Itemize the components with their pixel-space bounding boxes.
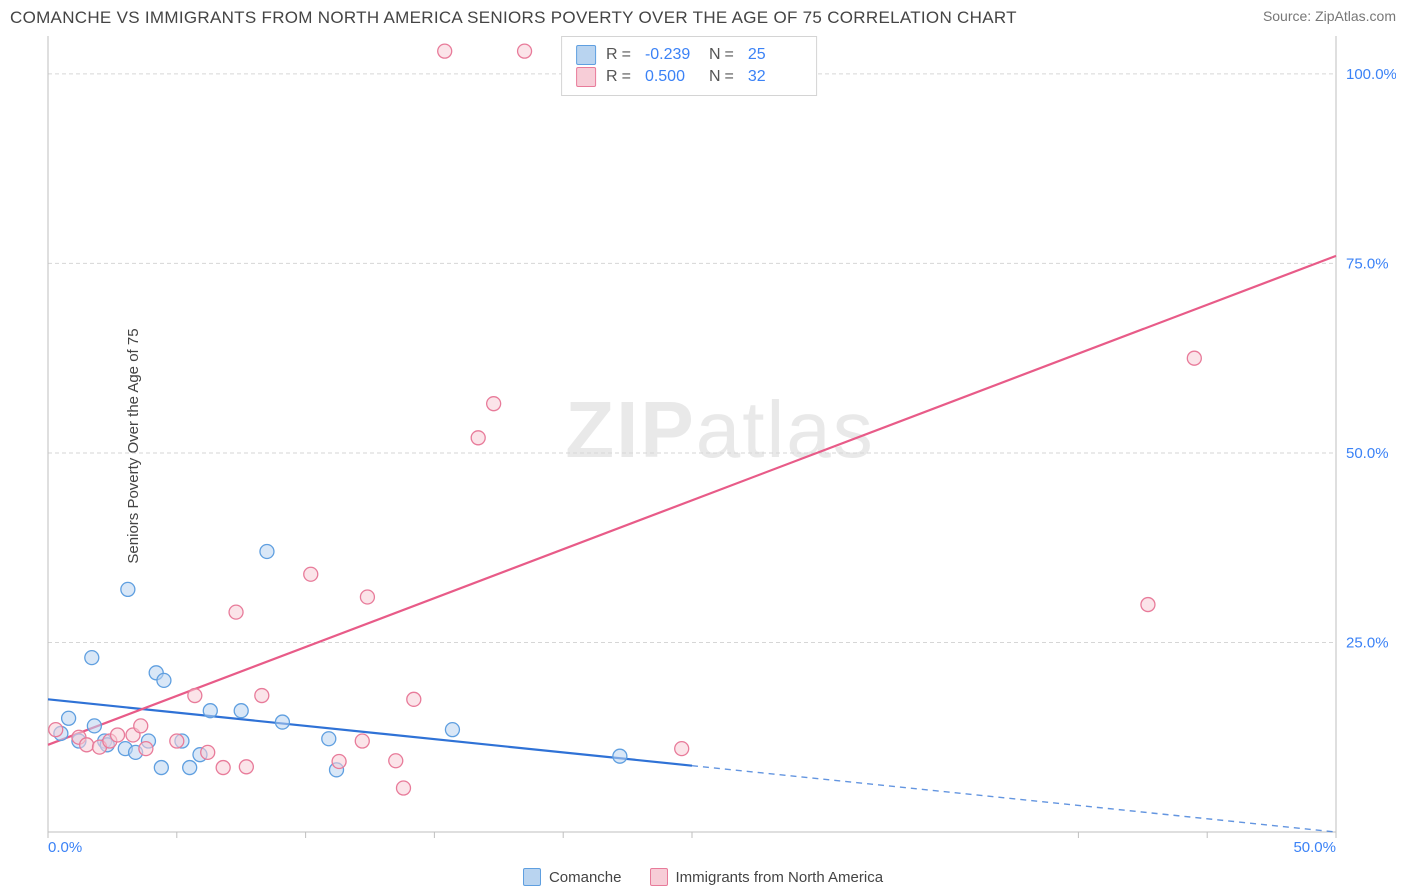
svg-text:0.0%: 0.0% bbox=[48, 839, 82, 856]
svg-text:25.0%: 25.0% bbox=[1346, 634, 1389, 651]
scatter-plot: 25.0% 50.0% 75.0% 100.0% 0.0% 50.0% bbox=[44, 36, 1396, 856]
legend-label: Comanche bbox=[549, 869, 622, 886]
svg-text:50.0%: 50.0% bbox=[1293, 839, 1336, 856]
svg-text:75.0%: 75.0% bbox=[1346, 255, 1389, 272]
svg-text:100.0%: 100.0% bbox=[1346, 66, 1396, 83]
legend-swatch-immigrants bbox=[650, 868, 668, 886]
legend-swatch-comanche bbox=[523, 868, 541, 886]
stats-swatch-immigrants bbox=[576, 67, 596, 87]
legend-label: Immigrants from North America bbox=[676, 869, 884, 886]
source-value: ZipAtlas.com bbox=[1315, 6, 1396, 24]
source-label: Source: bbox=[1263, 8, 1315, 24]
stats-row: R=-0.239 N=25 bbox=[576, 45, 802, 65]
stats-row: R=0.500 N=32 bbox=[576, 67, 802, 87]
legend-item-immigrants: Immigrants from North America bbox=[650, 868, 884, 886]
legend-item-comanche: Comanche bbox=[523, 868, 622, 886]
chart-title: COMANCHE VS IMMIGRANTS FROM NORTH AMERIC… bbox=[10, 8, 1017, 28]
stats-swatch-comanche bbox=[576, 45, 596, 65]
stats-legend-box: R=-0.239 N=25 R=0.500 N=32 bbox=[561, 36, 817, 96]
source: Source: ZipAtlas.com bbox=[1263, 8, 1396, 24]
svg-text:50.0%: 50.0% bbox=[1346, 445, 1389, 462]
bottom-legend: Comanche Immigrants from North America bbox=[0, 868, 1406, 886]
chart-area: Seniors Poverty Over the Age of 75 ZIPat… bbox=[44, 36, 1396, 856]
